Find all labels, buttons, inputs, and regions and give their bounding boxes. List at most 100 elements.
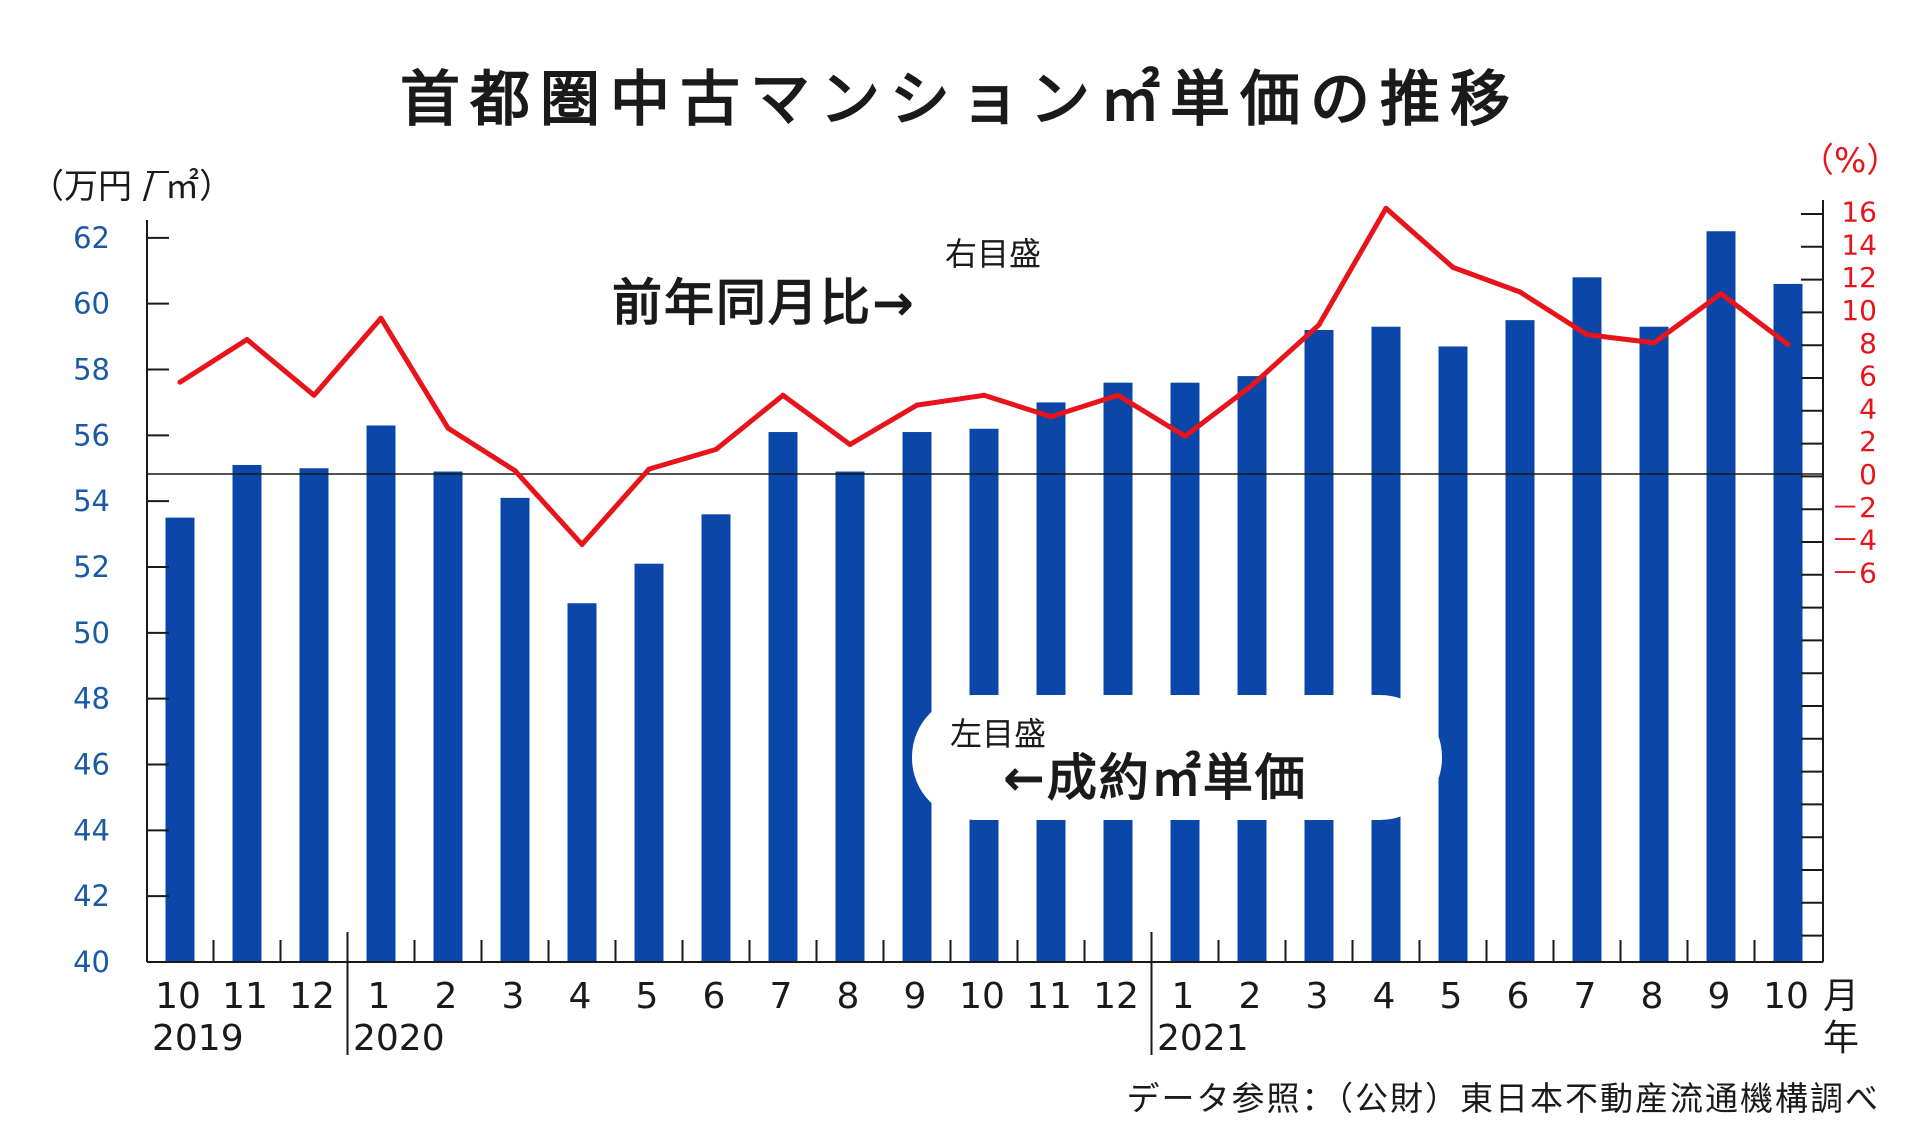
bar-21 (1572, 277, 1602, 962)
line-point-9 (780, 392, 786, 398)
line-point-19 (1450, 264, 1456, 270)
line-point-8 (713, 446, 719, 452)
bar-19 (1438, 346, 1468, 962)
bar-1 (232, 464, 262, 962)
x-tick-label: 12 (1093, 976, 1139, 1017)
right-tick-label: －2 (1831, 491, 1877, 524)
line-points (177, 205, 1791, 548)
bar-23 (1706, 231, 1736, 962)
x-tick-label: 3 (502, 976, 525, 1017)
left-tick-label: 52 (73, 550, 110, 584)
bar-8 (701, 514, 731, 962)
right-tick-label: 12 (1841, 261, 1877, 294)
x-tick-label: 6 (1507, 976, 1530, 1017)
line-point-16 (1249, 382, 1255, 388)
line-point-18 (1383, 205, 1389, 211)
left-tick-label: 60 (73, 287, 110, 321)
bar-24 (1773, 283, 1803, 963)
line-point-7 (646, 466, 652, 472)
line-point-15 (1182, 433, 1188, 439)
line-point-1 (244, 337, 250, 343)
right-tick-label: 14 (1841, 228, 1877, 261)
line-point-17 (1316, 322, 1322, 328)
line-point-12 (981, 392, 987, 398)
x-tick-label: 2 (1239, 976, 1262, 1017)
bar-14 (1103, 382, 1133, 963)
right-tick-label: 4 (1859, 392, 1877, 425)
bar-9 (768, 432, 798, 963)
x-tick-label: 9 (1708, 976, 1731, 1017)
right-tick-label: 0 (1859, 458, 1877, 491)
right-scale-note: 右目盛 (945, 235, 1041, 273)
left-tick-label: 56 (73, 418, 110, 452)
x-tick-label: 7 (1574, 976, 1597, 1017)
right-axis-unit: （%） (1800, 141, 1900, 181)
bar-series (165, 231, 1803, 963)
left-tick-label: 40 (73, 945, 110, 979)
left-tick-label: 44 (73, 813, 110, 847)
left-tick-label: 62 (73, 221, 110, 255)
bar-6 (567, 603, 597, 962)
x-tick-label: 10 (1763, 976, 1809, 1017)
x-tick-label: 9 (904, 976, 927, 1017)
left-tick-label: 48 (73, 682, 110, 716)
bar-22 (1639, 326, 1669, 962)
x-tick-label: 5 (1440, 976, 1463, 1017)
right-tick-label: 8 (1859, 327, 1877, 360)
year-label: 2021 (1157, 1018, 1249, 1059)
x-tick-label: 8 (837, 976, 860, 1017)
line-point-3 (378, 315, 384, 321)
x-tick-label: 10 (959, 976, 1005, 1017)
line-point-2 (311, 392, 317, 398)
x-tick-label: 4 (569, 976, 592, 1017)
x-tick-label: 5 (636, 976, 659, 1017)
bar-11 (902, 432, 932, 963)
x-tick-label: 4 (1373, 976, 1396, 1017)
bar-15 (1170, 382, 1200, 963)
line-point-22 (1651, 340, 1657, 346)
line-point-21 (1584, 332, 1590, 338)
bar-16 (1237, 376, 1267, 962)
right-tick-label: 16 (1841, 196, 1877, 229)
left-tick-label: 46 (73, 748, 110, 782)
bar-label: ←成約㎡単価 (1003, 749, 1307, 807)
x-tick-label: 3 (1306, 976, 1329, 1017)
line-point-14 (1115, 392, 1121, 398)
axes (146, 200, 1824, 963)
line-point-13 (1048, 414, 1054, 420)
x-tick-label: 8 (1641, 976, 1664, 1017)
bar-4 (433, 471, 463, 962)
bar-17 (1304, 330, 1334, 962)
line-point-4 (445, 425, 451, 431)
line-point-24 (1785, 341, 1791, 347)
x-tick-label: 1 (368, 976, 391, 1017)
x-tick-label: 11 (1026, 976, 1072, 1017)
x-unit-year: 年 (1823, 1018, 1859, 1059)
line-point-23 (1718, 291, 1724, 297)
x-tick-label: 11 (222, 976, 268, 1017)
bar-label-box (912, 695, 1442, 820)
bar-5 (500, 497, 530, 962)
x-unit-month: 月 (1823, 976, 1859, 1017)
right-tick-label: －6 (1831, 556, 1877, 589)
chart-title: 首都圏中古マンション㎡単価の推移 (400, 65, 1520, 135)
right-tick-label: 6 (1859, 360, 1877, 393)
source-note: データ参照：（公財）東日本不動産流通機構調べ (1127, 1079, 1881, 1118)
left-tick-label: 50 (73, 616, 110, 650)
bar-2 (299, 468, 329, 962)
left-tick-label: 54 (73, 484, 110, 518)
left-tick-label: 42 (73, 879, 110, 913)
bar-10 (835, 471, 865, 962)
left-axis-ticks: 62 60 58 56 54 52 50 48 46 44 42 40 (73, 171, 169, 979)
bar-0 (165, 517, 195, 962)
x-tick-label: 2 (435, 976, 458, 1017)
x-tick-label: 1 (1172, 976, 1195, 1017)
line-label: 前年同月比→ (612, 274, 916, 332)
right-tick-label: 2 (1859, 425, 1877, 458)
year-label: 2019 (152, 1018, 244, 1059)
line-point-5 (512, 468, 518, 474)
x-tick-label: 12 (289, 976, 335, 1017)
